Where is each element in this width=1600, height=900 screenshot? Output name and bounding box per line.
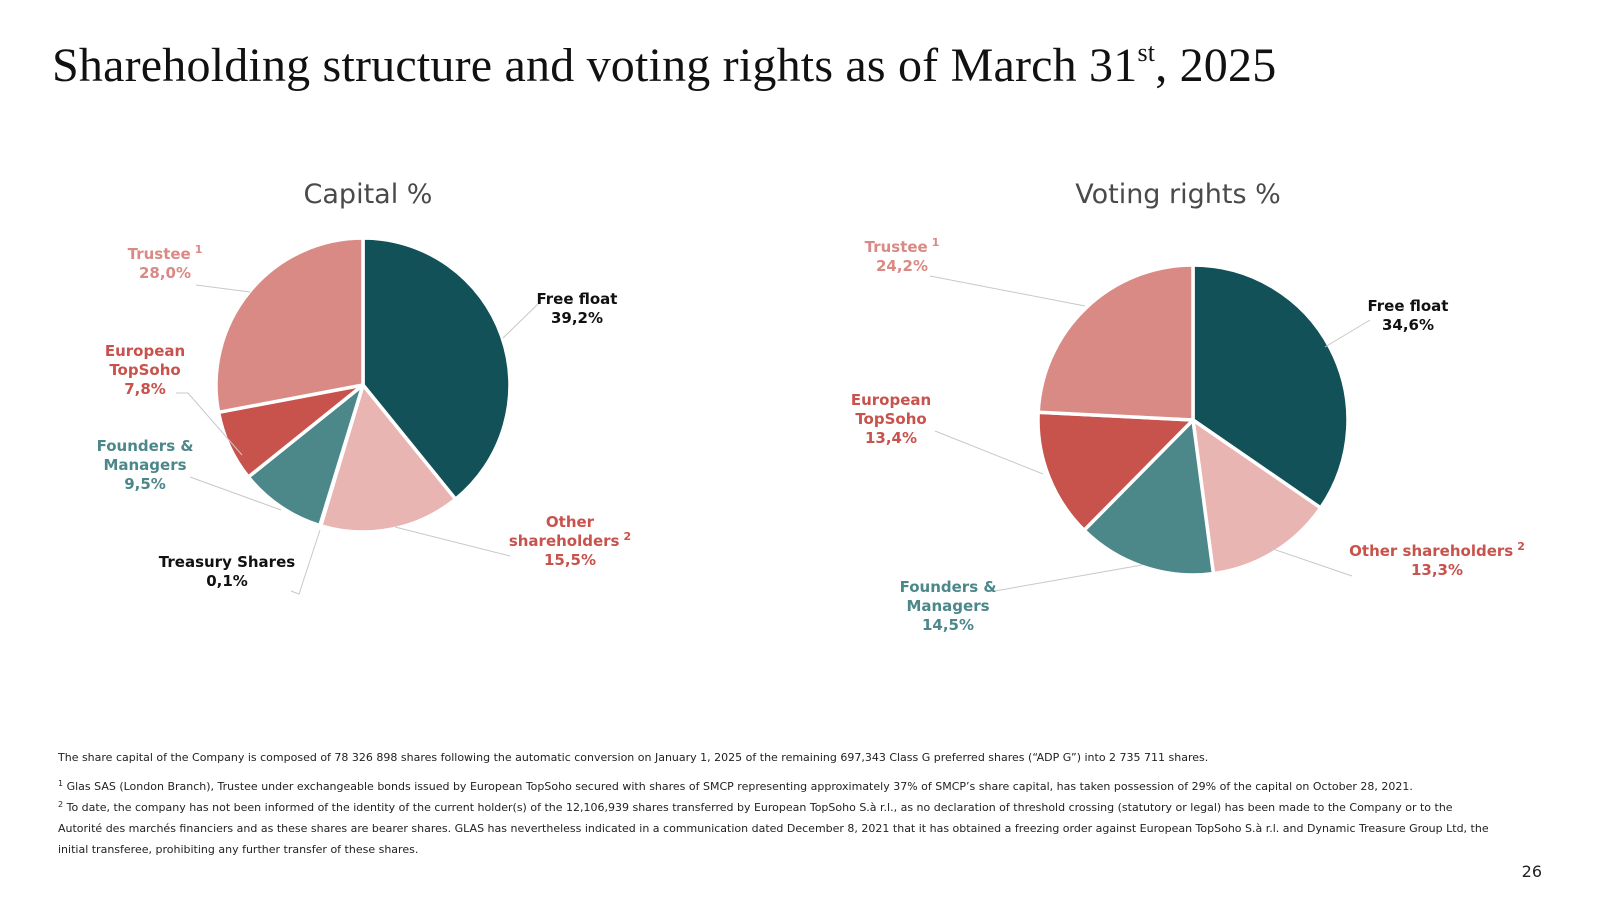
capital-name-european-topsoho: TopSoho — [109, 361, 180, 379]
slide-title: Shareholding structure and voting rights… — [52, 38, 1276, 93]
capital-name-founders-managers: Managers — [103, 456, 186, 474]
voting-rights-pie-chart: Voting rights % Free float 34,6% Other shar… — [851, 179, 1525, 634]
capital-leader-trustee — [195, 284, 251, 293]
voting-rights-value-european-topsoho: 13,4% — [865, 429, 917, 447]
voting-rights-leader-trustee — [929, 275, 1086, 307]
voting-rights-slice-european-topsoho — [1036, 410, 1195, 533]
voting-rights-slice-trustee — [1036, 263, 1195, 422]
voting-rights-leader-european-topsoho — [934, 430, 1044, 475]
voting-rights-label-european-topsoho: European TopSoho 13,4% — [851, 391, 931, 447]
capital-value-other-shareholders: 15,5% — [544, 551, 596, 569]
capital-leader-free-float — [502, 303, 539, 339]
capital-leader-other-shareholders — [394, 526, 511, 557]
capital-name-european-topsoho: European — [105, 342, 185, 360]
voting-rights-name-trustee: Trustee — [865, 238, 928, 256]
page-number: 26 — [1521, 862, 1542, 881]
voting-rights-value-free-float: 34,6% — [1382, 316, 1434, 334]
voting-rights-leader-free-float — [1324, 319, 1371, 348]
capital-name-founders-managers: Founders & — [97, 437, 194, 455]
capital-slice-trustee — [214, 236, 365, 415]
voting-rights-slice-other-shareholders — [1191, 418, 1323, 576]
capital-footnote-mark-trustee: 1 — [195, 243, 203, 256]
footnote-2: 2 To date, the company has not been info… — [58, 797, 1498, 860]
voting-rights-name-other-shareholders: Other shareholders — [1349, 542, 1513, 560]
capital-note: The share capital of the Company is comp… — [58, 751, 1209, 764]
footnote-1-text: Glas SAS (London Branch), Trustee under … — [63, 780, 1413, 793]
voting-rights-name-founders-managers: Managers — [906, 597, 989, 615]
capital-label-treasury-shares: Treasury Shares 0,1% — [159, 553, 295, 590]
capital-leader-european-topsoho — [176, 392, 243, 456]
voting-rights-value-founders-managers: 14,5% — [922, 616, 974, 634]
capital-label-european-topsoho: European TopSoho 7,8% — [105, 342, 185, 398]
voting-rights-label-other-shareholders: Other shareholders 2 13,3% — [1349, 540, 1525, 579]
slide-title-year: , 2025 — [1155, 39, 1277, 92]
capital-value-trustee: 28,0% — [139, 264, 191, 282]
capital-label-founders-managers: Founders & Managers 9,5% — [97, 437, 194, 493]
capital-leader-treasury-shares — [290, 529, 321, 595]
capital-slice-free-float — [361, 236, 512, 501]
capital-label-free-float: Free float 39,2% — [537, 290, 618, 327]
voting-rights-label-trustee: Trustee 1 24,2% — [865, 236, 940, 275]
footnote-2-text: To date, the company has not been inform… — [58, 801, 1489, 856]
voting-rights-leader-founders-managers — [994, 564, 1143, 592]
footnote-1-mark: 1 — [58, 779, 64, 788]
footnotes: The share capital of the Company is comp… — [58, 747, 1498, 860]
capital-label-other-shareholders: Other shareholders 2 15,5% — [509, 513, 631, 569]
slide-title-main: Shareholding structure and voting rights… — [52, 39, 1138, 92]
voting-rights-name-free-float: Free float — [1368, 297, 1449, 315]
capital-slice-other-shareholders — [318, 383, 458, 534]
voting-rights-footnote-mark-trustee: 1 — [932, 236, 940, 249]
slide-title-superscript: st — [1137, 38, 1156, 67]
footnote-1: 1 Glas SAS (London Branch), Trustee unde… — [58, 776, 1498, 797]
voting-rights-value-other-shareholders: 13,3% — [1411, 561, 1463, 579]
capital-name-other-shareholders: shareholders — [509, 532, 620, 550]
voting-rights-slice-founders-managers — [1082, 418, 1216, 577]
capital-name-trustee: Trustee — [128, 245, 191, 263]
capital-value-european-topsoho: 7,8% — [124, 380, 166, 398]
voting-rights-name-european-topsoho: European — [851, 391, 931, 409]
capital-name-free-float: Free float — [537, 290, 618, 308]
voting-rights-label-free-float: Free float 34,6% — [1368, 297, 1449, 334]
capital-name-treasury-shares: Treasury Shares — [159, 553, 295, 571]
capital-pie-chart: Capital % Free float 39,2% Other shareholder… — [97, 179, 631, 595]
voting-rights-leader-other-shareholders — [1269, 547, 1353, 577]
voting-rights-name-european-topsoho: TopSoho — [855, 410, 926, 428]
voting-rights-name-founders-managers: Founders & — [900, 578, 997, 596]
pie-charts-area: Capital %Free float 39,2%Other shareholder… — [97, 179, 1525, 634]
voting-rights-chart-title: Voting rights % — [1075, 179, 1281, 210]
capital-value-founders-managers: 9,5% — [124, 475, 166, 493]
capital-leader-founders-managers — [189, 476, 282, 511]
voting-rights-label-founders-managers: Founders & Managers 14,5% — [900, 578, 997, 634]
voting-rights-slice-free-float — [1191, 263, 1350, 510]
capital-footnote-mark-other-shareholders: 2 — [624, 530, 632, 543]
voting-rights-footnote-mark-other-shareholders: 2 — [1517, 540, 1525, 553]
capital-value-free-float: 39,2% — [551, 309, 603, 327]
capital-label-trustee: Trustee 1 28,0% — [128, 243, 203, 282]
capital-name-other-shareholders: Other — [546, 513, 595, 531]
capital-chart-title: Capital % — [304, 179, 433, 210]
footnote-2-mark: 2 — [58, 800, 64, 809]
capital-value-treasury-shares: 0,1% — [206, 572, 248, 590]
voting-rights-value-trustee: 24,2% — [876, 257, 928, 275]
